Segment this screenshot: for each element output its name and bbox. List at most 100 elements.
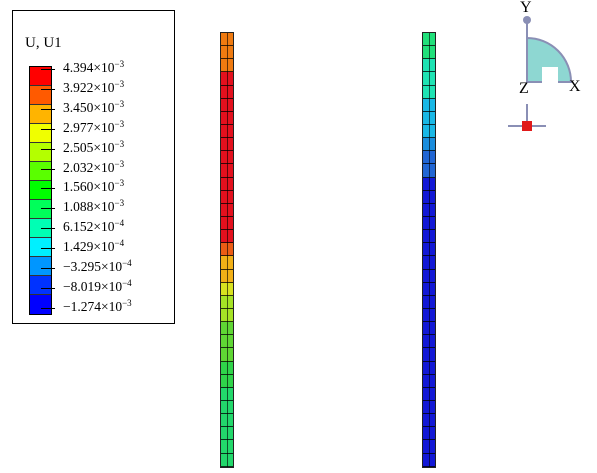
legend-swatch: [30, 257, 51, 276]
legend-label-mantissa: 3.922×10: [63, 79, 115, 95]
mesh-element: [423, 348, 435, 362]
mesh-element: [423, 216, 435, 231]
mesh-element: [221, 295, 233, 309]
left-column-mesh: [220, 32, 234, 468]
mesh-element: [423, 164, 435, 178]
mesh-element: [221, 440, 233, 454]
mesh-element: [221, 216, 233, 231]
legend-label: 2.032×10−3: [63, 158, 125, 175]
legend-tick: [41, 128, 55, 130]
legend-swatch: [30, 295, 51, 314]
mesh-element: [221, 374, 233, 388]
mesh-element: [423, 427, 435, 441]
z-axis-label: Z: [519, 80, 529, 97]
mesh-element: [221, 138, 233, 152]
mesh-element: [221, 414, 233, 428]
mesh-element: [221, 151, 233, 165]
legend-label-mantissa: −8.019×10: [63, 278, 123, 294]
legend-label-mantissa: 2.032×10: [63, 159, 115, 175]
legend-label-mantissa: 6.152×10: [63, 219, 115, 235]
mesh-element: [221, 85, 233, 99]
orientation-triad: Y X Z: [500, 0, 597, 140]
legend-label-exponent: −3: [114, 138, 125, 149]
legend-label-mantissa: −3.295×10: [63, 259, 123, 274]
legend-label: −1.274×10−3: [63, 297, 132, 314]
x-axis-label: X: [569, 78, 581, 95]
mesh-element: [423, 256, 435, 270]
mesh-element: [423, 269, 435, 283]
legend-label: 6.152×10−4: [63, 219, 124, 235]
legend-label-exponent: −4: [122, 277, 132, 288]
mesh-element: [221, 72, 233, 86]
legend-label: 1.429×10−4: [63, 238, 125, 254]
z-axis-marker: [522, 121, 532, 131]
legend-tick: [41, 248, 55, 250]
mesh-element: [221, 59, 233, 73]
mesh-element: [221, 453, 233, 467]
legend-label-mantissa: 1.560×10: [63, 179, 115, 195]
mesh-element: [221, 335, 233, 349]
legend-tick: [41, 268, 55, 269]
mesh-element: [221, 203, 233, 217]
mesh-element: [221, 387, 233, 401]
mesh-element: [221, 361, 233, 375]
legend-swatch: [30, 276, 51, 295]
legend-label: 4.394×10−3: [63, 60, 124, 75]
mesh-element: [221, 230, 233, 244]
mesh-element: [423, 33, 435, 47]
mesh-element: [423, 282, 435, 296]
legend-label-exponent: −3: [114, 118, 125, 129]
mesh-element: [221, 322, 233, 336]
legend-label-mantissa: −1.274×10: [63, 298, 123, 314]
mesh-element: [423, 230, 435, 244]
mesh-element: [423, 453, 435, 467]
legend: U, U1 4.394×10−3 3.922×10−3 3.450×10−3 2.97…: [12, 10, 175, 324]
mesh-element: [423, 387, 435, 401]
legend-label: 3.450×10−3: [63, 99, 124, 115]
legend-tick: [41, 228, 55, 230]
mesh-element: [423, 72, 435, 86]
y-axis-tip: [523, 16, 531, 24]
mesh-element: [423, 98, 435, 112]
mesh-element: [221, 177, 233, 191]
mesh-element: [423, 440, 435, 454]
legend-label-exponent: −4: [122, 258, 132, 268]
legend-label-exponent: −3: [114, 178, 125, 189]
mesh-element: [423, 124, 435, 139]
legend-title: U, U1: [25, 35, 62, 51]
mesh-element: [423, 414, 435, 428]
mesh-element: [423, 335, 435, 349]
mesh-element: [221, 256, 233, 270]
legend-label-mantissa: 3.450×10: [63, 99, 115, 115]
legend-label-exponent: −4: [114, 238, 125, 249]
legend-tick: [41, 287, 55, 289]
mesh-element: [423, 361, 435, 375]
mesh-element: [221, 98, 233, 112]
mesh-element: [423, 151, 435, 165]
mesh-element: [221, 348, 233, 362]
mesh-element: [221, 33, 233, 47]
mesh-element: [221, 243, 233, 257]
legend-swatch: [30, 200, 51, 219]
mesh-element: [221, 282, 233, 296]
legend-label-exponent: −3: [122, 297, 132, 308]
mesh-element: [423, 322, 435, 336]
mesh-element: [423, 138, 435, 152]
legend-label: 2.977×10−3: [63, 118, 125, 135]
triad-icon: [508, 16, 573, 131]
legend-swatch: [30, 143, 51, 162]
mesh-element: [423, 308, 435, 323]
legend-tick: [41, 88, 55, 90]
mesh-element: [423, 85, 435, 99]
legend-tick: [41, 188, 55, 190]
legend-label-mantissa: 1.088×10: [63, 199, 115, 215]
mesh-element: [423, 400, 435, 415]
mesh-element: [221, 427, 233, 441]
legend-label-mantissa: 2.505×10: [63, 139, 115, 155]
x-axis-gap: [542, 67, 558, 83]
legend-label-exponent: −3: [114, 158, 125, 169]
legend-swatch: [30, 86, 51, 105]
mesh-element: [221, 400, 233, 415]
mesh-element: [423, 295, 435, 309]
mesh-element: [423, 46, 435, 60]
